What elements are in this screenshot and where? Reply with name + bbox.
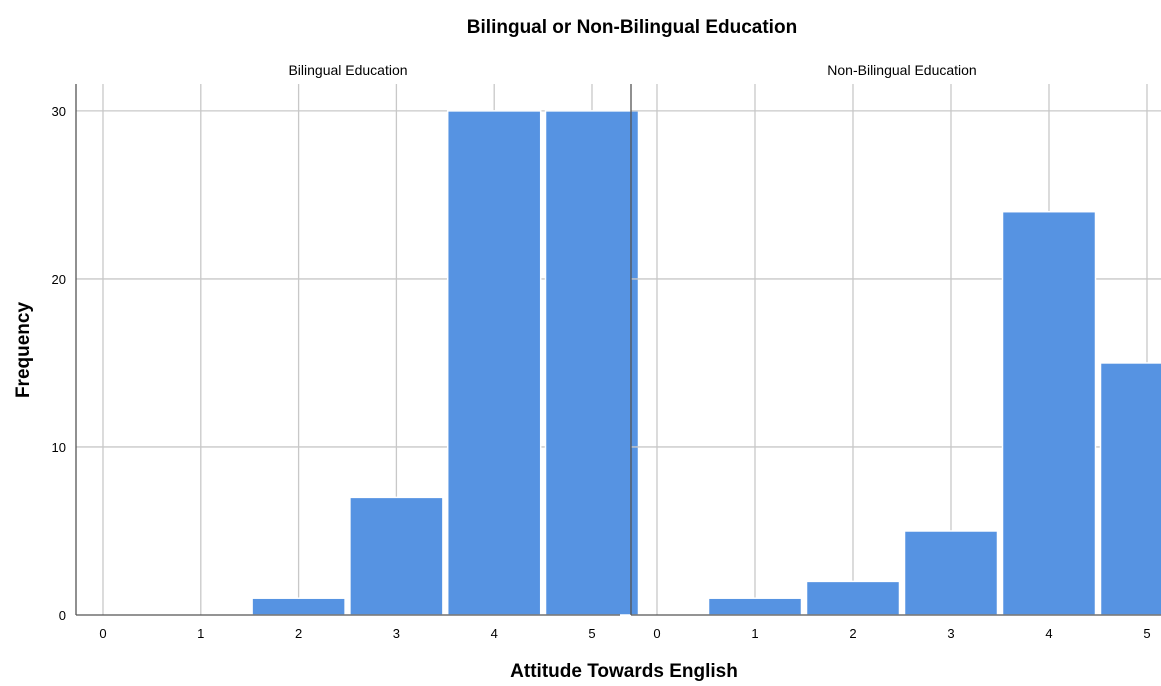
x-tick-label: 3 xyxy=(393,626,400,641)
y-tick-label: 20 xyxy=(52,272,66,287)
x-tick-label: 2 xyxy=(295,626,302,641)
x-tick-label: 5 xyxy=(1143,626,1150,641)
histogram-bar xyxy=(251,597,346,616)
panel-title-non-bilingual: Non-Bilingual Education xyxy=(827,62,976,78)
y-tick-label: 0 xyxy=(59,608,66,623)
x-tick-label: 0 xyxy=(653,626,660,641)
x-axis-title: Attitude Towards English xyxy=(510,661,738,682)
histogram-bar xyxy=(349,496,444,616)
panel-non-bilingual: 0 1 2 3 4 5 xyxy=(630,84,1161,641)
histogram-bar xyxy=(446,110,542,616)
x-tick-label: 5 xyxy=(588,626,595,641)
x-tick-label: 4 xyxy=(1045,626,1052,641)
x-tick-label: 2 xyxy=(849,626,856,641)
histogram-bar xyxy=(903,530,999,616)
histogram-bar xyxy=(1099,362,1161,616)
panel-bilingual: 0 1 2 3 4 5 xyxy=(75,84,640,641)
y-axis-title: Frequency xyxy=(13,302,34,399)
histogram-bar xyxy=(1001,210,1097,616)
histogram-bar xyxy=(707,597,803,616)
chart-title: Bilingual or Non-Bilingual Education xyxy=(467,17,797,38)
x-tick-label: 1 xyxy=(751,626,758,641)
histogram-bar xyxy=(544,110,640,616)
x-tick-label: 3 xyxy=(947,626,954,641)
x-tick-label: 0 xyxy=(99,626,106,641)
x-tick-label: 1 xyxy=(197,626,204,641)
y-tick-label: 30 xyxy=(52,104,66,119)
y-tick-label: 10 xyxy=(52,440,66,455)
histogram-bar xyxy=(805,580,901,616)
y-axis: 0 10 20 30 xyxy=(52,104,66,623)
x-tick-label: 4 xyxy=(491,626,498,641)
panel-title-bilingual: Bilingual Education xyxy=(288,62,407,78)
